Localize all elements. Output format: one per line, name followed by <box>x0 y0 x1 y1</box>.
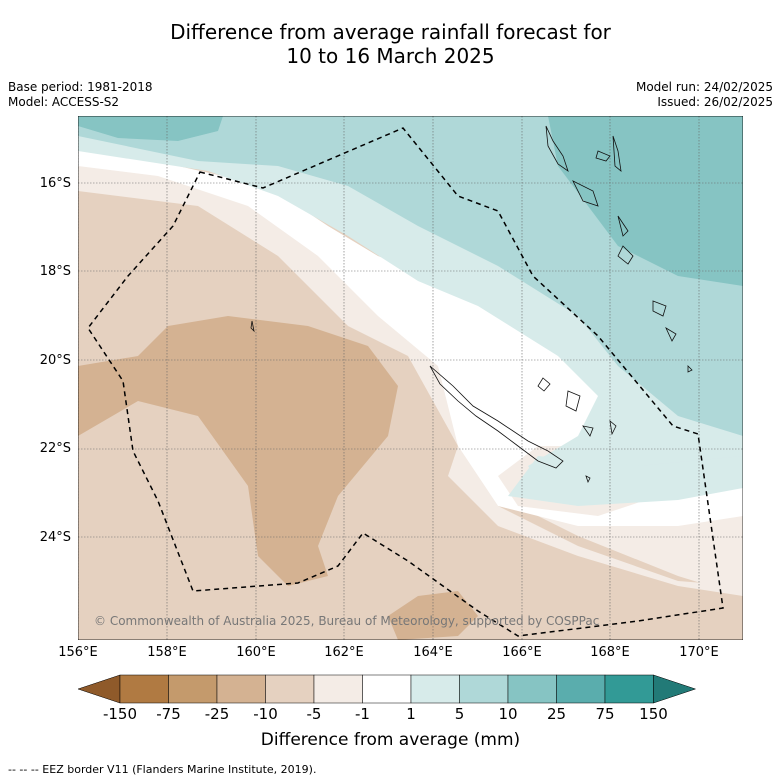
colorbar-cell <box>265 674 315 704</box>
colorbar-cell <box>119 674 169 704</box>
band-plus10-north <box>78 116 223 141</box>
colorbar-cell <box>459 674 509 704</box>
band-plus1-south <box>508 456 743 506</box>
colorbar <box>78 674 697 704</box>
colorbar-tick-label: -75 <box>156 705 181 723</box>
lon-label-160e: 160°E <box>236 645 276 660</box>
colorbar-cell <box>216 674 266 704</box>
colorbar-title: Difference from average (mm) <box>260 730 521 750</box>
colorbar-extend-high <box>653 674 697 704</box>
lon-label-162e: 162°E <box>324 645 364 660</box>
colorbar-tick-label: 150 <box>639 705 668 723</box>
colorbar-cell <box>604 674 654 704</box>
lat-label-16s: 16°S <box>39 176 71 191</box>
colorbar-tick-label: -150 <box>102 705 138 723</box>
lat-label-24s: 24°S <box>39 530 71 545</box>
band-plus5 <box>78 116 743 436</box>
lon-label-166e: 166°E <box>502 645 542 660</box>
eez-border <box>87 127 724 637</box>
lat-label-18s: 18°S <box>39 264 71 279</box>
lon-label-164e: 164°E <box>413 645 453 660</box>
meta-left: Base period: 1981-2018 Model: ACCESS-S2 <box>8 80 153 110</box>
rainfall-map <box>78 116 743 640</box>
band-minus25 <box>78 316 398 586</box>
title-line-2: 10 to 16 March 2025 <box>286 44 495 68</box>
map-title: Difference from average rainfall forecas… <box>0 20 781 68</box>
meta-right: Model run: 24/02/2025 Issued: 26/02/2025 <box>636 80 773 110</box>
colorbar-tick-label: -1 <box>355 705 370 723</box>
graticule <box>78 116 743 640</box>
lat-label-22s: 22°S <box>39 441 71 456</box>
model-name: Model: ACCESS-S2 <box>8 95 120 109</box>
new-caledonia <box>429 365 564 469</box>
colorbar-extend-low <box>78 674 121 704</box>
colorbar-tick-label: 75 <box>595 705 615 723</box>
colorbar-tick-label: 1 <box>406 705 416 723</box>
colorbar-cell <box>313 674 363 704</box>
colorbar-cell <box>410 674 460 704</box>
colorbar-cell <box>507 674 557 704</box>
title-line-1: Difference from average rainfall forecas… <box>170 20 611 44</box>
lon-label-170e: 170°E <box>679 645 719 660</box>
band-minus5-south <box>448 446 743 596</box>
colorbar-tick-label: -25 <box>204 705 230 723</box>
colorbar-cell <box>168 674 218 704</box>
lat-label-20s: 20°S <box>39 353 71 368</box>
colorbar-tick-label: -5 <box>306 705 322 723</box>
colorbar-cell <box>556 674 606 704</box>
model-run: Model run: 24/02/2025 <box>635 80 773 94</box>
base-period: Base period: 1981-2018 <box>8 80 153 94</box>
colorbar-tick-label: -10 <box>253 705 278 723</box>
colorbar-tick-label: 10 <box>498 705 518 723</box>
colorbar-tick-label: 5 <box>454 705 465 723</box>
band-neutral <box>78 146 743 526</box>
lon-label-156e: 156°E <box>58 645 98 660</box>
colorbar-cell <box>362 674 412 704</box>
eez-footer-note: -- -- -- EEZ border V11 (Flanders Marine… <box>8 763 317 776</box>
issued-date: Issued: 26/02/2025 <box>657 95 773 109</box>
copyright-notice: © Commonwealth of Australia 2025, Bureau… <box>94 614 600 628</box>
colorbar-tick-label: 25 <box>546 705 567 723</box>
lon-label-158e: 158°E <box>147 645 187 660</box>
vanuatu-north <box>545 125 569 173</box>
lon-label-168e: 168°E <box>590 645 630 660</box>
coastlines <box>250 125 693 484</box>
